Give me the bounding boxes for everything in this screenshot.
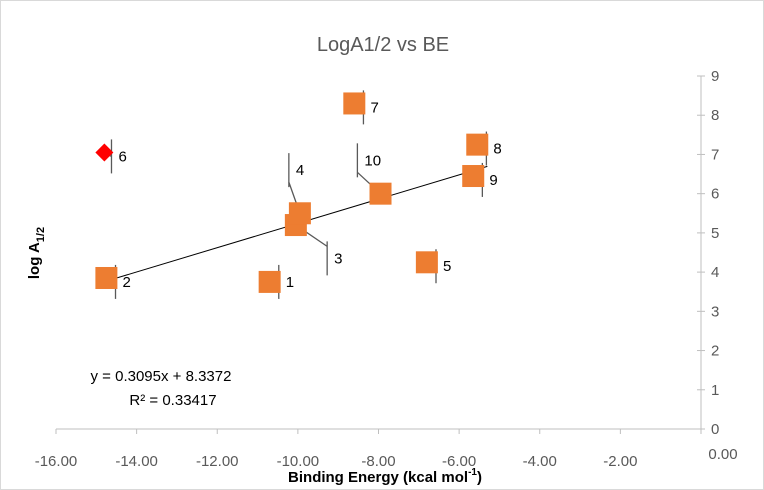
trendline-equation: y = 0.3095x + 8.3372 [91,368,232,385]
point-label-6: 6 [118,148,126,165]
point-label-5: 5 [443,258,451,275]
y-axis-title: log A1/2 [26,227,47,279]
point-label-8: 8 [493,141,501,158]
x-axis-title-sup: -1 [468,467,477,478]
point-label-1: 1 [286,274,294,291]
y-tick-label-0: 0 [711,421,719,438]
y-tick-label-4: 4 [711,264,719,281]
x-tick-label-0: -16.00 [35,453,78,470]
point-label-3: 3 [334,250,342,267]
y-tick-label-1: 1 [711,382,719,399]
y-tick-label-8: 8 [711,107,719,124]
y-axis-title-main: log A [26,242,43,279]
x-tick-label-3: -10.00 [277,453,320,470]
marker-square-8 [466,133,489,156]
x-axis-title-tail: ) [477,469,482,486]
y-tick-label-9: 9 [711,68,719,85]
y-tick-label-2: 2 [711,343,719,360]
marker-square-7 [343,92,366,115]
x-axis-title: Binding Energy (kcal mol-1) [288,467,482,486]
y-tick-label-6: 6 [711,186,719,203]
trendline-r-squared: R² = 0.33417 [129,392,216,409]
marker-diamond-6 [95,143,114,162]
point-label-10: 10 [364,152,381,169]
x-tick-label-6: -4.00 [523,453,557,470]
marker-square-9 [462,165,485,188]
x-tick-label-4: -8.00 [361,453,395,470]
marker-square-1 [258,270,281,293]
y-tick-label-3: 3 [711,303,719,320]
y-axis-title-sub: 1/2 [35,227,47,242]
point-labels: 1 2 3 4 5 6 7 8 9 10 [118,99,501,291]
marker-square-5 [415,251,438,274]
x-tick-label-1: -14.00 [115,453,158,470]
point-label-4: 4 [296,162,304,179]
x-tick-label-8: 0.00 [708,446,737,463]
x-tick-label-5: -6.00 [442,453,476,470]
marker-square-10 [369,182,392,205]
point-label-2: 2 [123,274,131,291]
chart-title: LogA1/2 vs BE [317,34,449,56]
point-label-9: 9 [489,172,497,189]
marker-square-4 [288,202,311,225]
y-tick-label-5: 5 [711,225,719,242]
data-markers [95,92,489,293]
marker-square-2 [95,266,118,289]
y-tick-label-7: 7 [711,146,719,163]
x-tick-label-2: -12.00 [196,453,239,470]
x-axis: -16.00 -14.00 -12.00 -10.00 -8.00 -6.00 -4.00 -… [35,428,738,470]
x-axis-title-main: Binding Energy (kcal mol [288,469,468,486]
y-axis: 0 1 2 3 4 5 6 7 8 9 [697,68,719,438]
point-label-7: 7 [370,99,378,116]
x-tick-label-7: -2.00 [603,453,637,470]
